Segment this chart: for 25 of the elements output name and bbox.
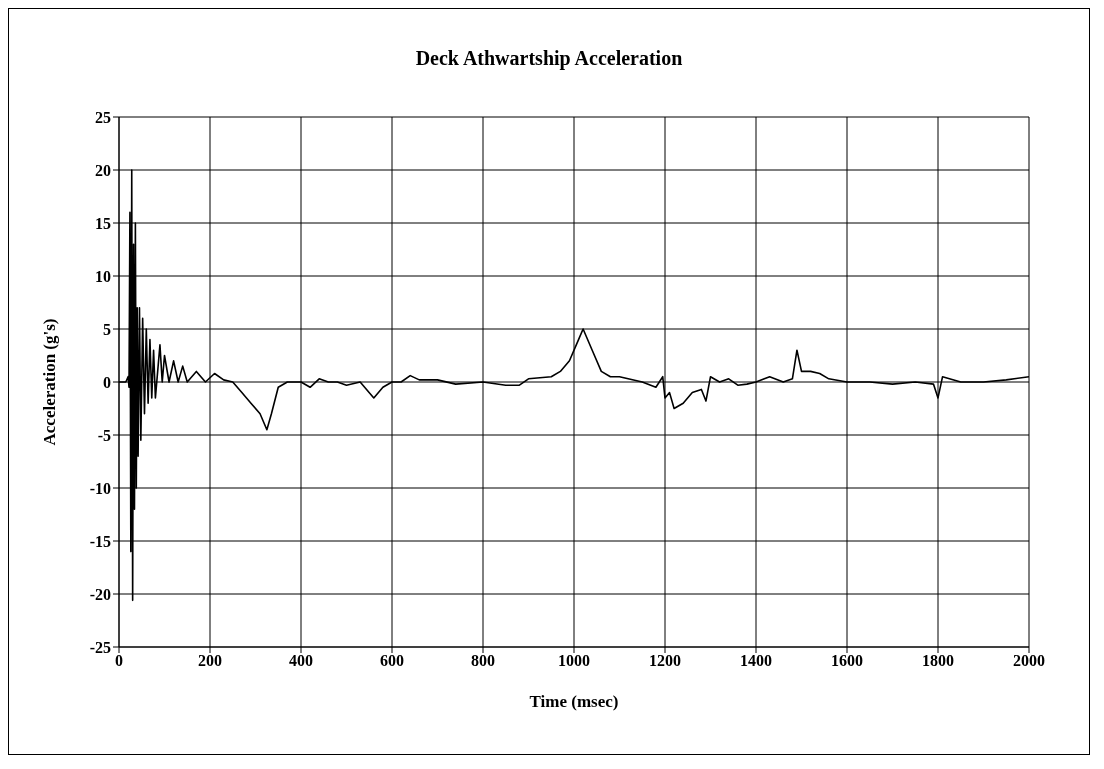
x-tick-label: 800	[471, 652, 495, 670]
chart-title: Deck Athwartship Acceleration	[414, 47, 684, 72]
y-tick-label: 0	[103, 373, 111, 391]
y-tick-label: 15	[95, 214, 111, 232]
x-tick-label: 1200	[649, 652, 681, 670]
y-axis-title: Acceleration (g's)	[40, 318, 60, 446]
x-tick-label: 200	[198, 652, 222, 670]
x-tick-label: 1000	[558, 652, 590, 670]
y-tick-label: -15	[89, 532, 111, 550]
y-tick-label: 25	[95, 108, 111, 126]
x-tick-label: 1400	[740, 652, 772, 670]
x-tick-label: 1800	[922, 652, 954, 670]
y-tick-label: 20	[95, 161, 111, 179]
y-tick-label: 5	[103, 320, 111, 338]
y-tick-label: -10	[89, 479, 111, 497]
y-tick-label: -25	[89, 638, 111, 656]
y-tick-label: 10	[95, 267, 111, 285]
x-axis-title: Time (msec)	[529, 692, 619, 711]
y-tick-label: -5	[97, 426, 111, 444]
y-tick-label: -20	[89, 585, 111, 603]
x-tick-label: 400	[289, 652, 313, 670]
x-tick-label: 600	[380, 652, 404, 670]
x-tick-label: 2000	[1013, 652, 1045, 670]
x-tick-label: 1600	[831, 652, 863, 670]
x-tick-label: 0	[115, 652, 123, 670]
